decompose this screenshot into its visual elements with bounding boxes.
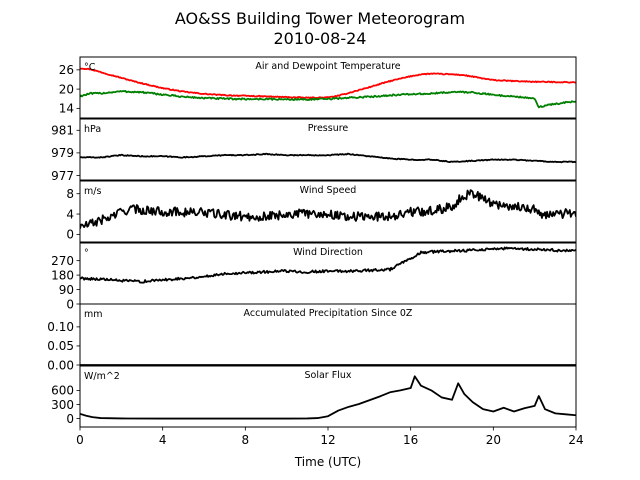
panel-4: 0.00 0.05 0.10 mm Accumulated Precipitation … [47,303,577,372]
panel-title-5: Solar Flux [305,370,352,381]
x-tick-label-2: 8 [242,433,250,447]
series-line-0-1 [80,90,576,109]
x-tick-label-0: 0 [76,433,84,447]
panel-unit-5: W/m^2 [84,371,120,382]
panel-unit-2: m/s [84,186,101,197]
y-tick-label-1-1: 979 [51,146,74,160]
y-tick-label-0-1: 20 [59,82,74,96]
chart-title-line2: 2010-08-24 [274,29,367,48]
y-tick-label-3-0: 0 [66,297,74,311]
panel-title-0: Air and Dewpoint Temperature [255,61,400,72]
x-tick-label-3: 12 [320,433,335,447]
y-tick-label-0-0: 14 [59,102,74,116]
panel-1: 977 979 981 hPa Pressure [51,118,577,183]
y-tick-label-2-1: 4 [66,207,74,221]
panel-frame-0 [79,56,577,119]
panel-title-3: Wind Direction [293,247,363,258]
panel-frame-1 [79,118,577,181]
y-tick-label-3-3: 270 [51,254,74,268]
panel-0: 14 20 26 °C Air and Dewpoint Temperature [59,56,577,119]
series-line-1-0 [80,152,576,164]
series-line-2-0 [80,189,576,229]
y-tick-label-0-2: 26 [59,63,74,77]
panel-title-4: Accumulated Precipitation Since 0Z [244,308,413,319]
x-axis-label: Time (UTC) [294,455,361,469]
y-tick-label-2-2: 8 [66,187,74,201]
y-tick-label-5-1: 300 [51,398,74,412]
x-axis: 0 4 8 12 16 20 24 [76,427,584,447]
x-tick-label-6: 24 [568,433,583,447]
panel-2: 0 4 8 m/s Wind Speed [66,180,577,243]
panel-unit-1: hPa [84,124,101,135]
panel-frame-2 [79,180,577,243]
panel-unit-4: mm [84,309,103,320]
x-tick-label-1: 4 [159,433,167,447]
y-tick-label-3-1: 90 [59,283,74,297]
series-line-0-0 [80,67,576,100]
y-tick-label-4-2: 0.10 [47,320,74,334]
panel-title-1: Pressure [308,123,349,134]
y-tick-label-4-1: 0.05 [47,339,74,353]
panel-frame-4 [79,303,577,366]
series-line-5-0 [80,375,576,420]
series-line-3-0 [80,246,576,284]
y-tick-label-3-2: 180 [51,268,74,282]
x-tick-label-5: 20 [486,433,501,447]
y-tick-label-4-0: 0.00 [47,358,74,372]
panel-unit-0: °C [84,62,96,73]
panel-title-2: Wind Speed [300,185,357,196]
y-tick-label-1-0: 977 [51,169,74,183]
y-tick-label-2-0: 0 [66,228,74,242]
chart-title-line1: AO&SS Building Tower Meteorogram [175,9,465,28]
y-tick-label-1-2: 981 [51,124,74,138]
y-tick-label-5-2: 600 [51,384,74,398]
y-tick-label-5-0: 0 [66,412,74,426]
panel-unit-3: ° [84,248,89,259]
x-tick-label-4: 16 [403,433,418,447]
